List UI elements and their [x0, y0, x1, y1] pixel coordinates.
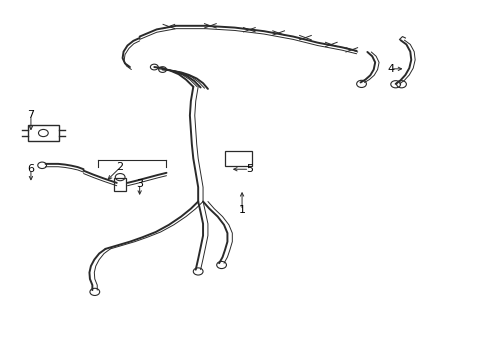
Text: 3: 3 — [136, 179, 143, 189]
Text: 1: 1 — [238, 206, 245, 216]
Text: 2: 2 — [116, 162, 123, 172]
Bar — [27, 126, 59, 140]
Bar — [224, 151, 251, 166]
Text: 6: 6 — [27, 164, 34, 174]
Text: 7: 7 — [27, 111, 35, 121]
Text: 5: 5 — [245, 164, 252, 174]
Text: 4: 4 — [386, 64, 393, 74]
Bar — [114, 178, 126, 191]
